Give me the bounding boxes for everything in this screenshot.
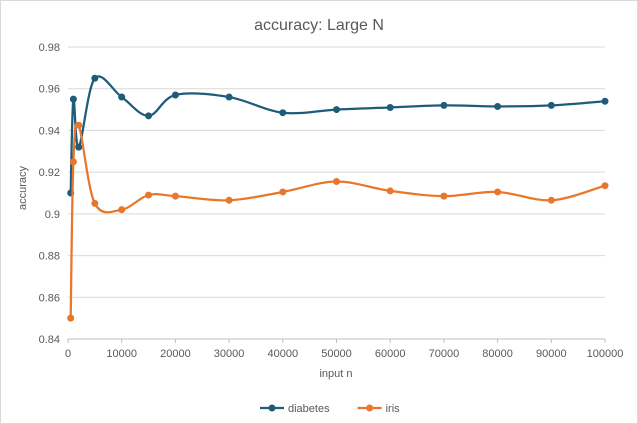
legend-item-iris: iris bbox=[357, 403, 401, 415]
data-point-iris bbox=[333, 178, 340, 186]
series-line-diabetes bbox=[69, 75, 606, 194]
series-iris bbox=[67, 121, 609, 322]
chart-title: accuracy: Large N bbox=[254, 17, 384, 34]
data-point-diabetes bbox=[547, 101, 555, 109]
data-point-iris bbox=[171, 192, 179, 200]
x-tick-label: 10000 bbox=[106, 348, 137, 360]
series-layer bbox=[67, 74, 609, 322]
data-point-iris bbox=[91, 199, 99, 207]
data-point-diabetes bbox=[171, 91, 179, 99]
y-axis-label: accuracy bbox=[17, 165, 29, 210]
legend-swatch-marker bbox=[366, 404, 374, 412]
x-tick-label: 40000 bbox=[268, 348, 299, 360]
y-tick-label: 0.94 bbox=[39, 125, 60, 137]
y-tick-label: 0.84 bbox=[39, 334, 60, 346]
data-point-iris bbox=[386, 187, 394, 195]
data-point-iris bbox=[118, 206, 126, 214]
y-tick-label: 0.92 bbox=[39, 167, 60, 179]
data-point-diabetes bbox=[118, 93, 126, 101]
data-point-iris bbox=[67, 314, 75, 322]
data-point-diabetes bbox=[440, 101, 448, 109]
data-point-diabetes bbox=[601, 97, 609, 105]
x-tick-label: 20000 bbox=[160, 348, 191, 360]
data-point-diabetes bbox=[69, 95, 77, 103]
y-tick-label: 0.96 bbox=[39, 84, 60, 96]
data-point-iris bbox=[547, 196, 555, 204]
data-point-diabetes bbox=[279, 109, 287, 117]
data-point-iris bbox=[279, 188, 287, 196]
x-tick-label: 100000 bbox=[587, 348, 624, 360]
x-tick-label: 90000 bbox=[536, 348, 567, 360]
x-tick-label: 50000 bbox=[321, 348, 352, 360]
legend-swatch-marker bbox=[268, 404, 276, 412]
data-point-diabetes bbox=[386, 103, 394, 111]
data-point-diabetes bbox=[333, 106, 340, 114]
data-point-iris bbox=[69, 158, 77, 166]
y-tick-label: 0.86 bbox=[39, 292, 60, 304]
legend-item-diabetes: diabetes bbox=[260, 403, 330, 415]
legend-label: iris bbox=[386, 403, 401, 415]
x-tick-label: 30000 bbox=[214, 348, 245, 360]
x-tick-label: 60000 bbox=[375, 348, 406, 360]
data-point-diabetes bbox=[75, 143, 83, 151]
legend-label: diabetes bbox=[288, 403, 330, 415]
data-point-iris bbox=[145, 191, 153, 199]
y-tick-label: 0.9 bbox=[45, 209, 60, 221]
data-point-diabetes bbox=[145, 112, 153, 120]
legend: diabetes iris bbox=[260, 403, 400, 415]
gridlines bbox=[68, 46, 605, 340]
x-axis-label: input n bbox=[319, 368, 352, 380]
series-line-iris bbox=[69, 122, 606, 319]
data-point-diabetes bbox=[91, 74, 99, 82]
data-point-iris bbox=[225, 196, 233, 204]
y-tick-label: 0.88 bbox=[39, 251, 60, 263]
data-point-iris bbox=[75, 121, 83, 129]
series-diabetes bbox=[67, 74, 609, 197]
x-tick-label: 0 bbox=[65, 348, 71, 360]
data-point-diabetes bbox=[225, 93, 233, 101]
y-tick-label: 0.98 bbox=[39, 42, 60, 54]
x-tick-label: 70000 bbox=[429, 348, 460, 360]
data-point-diabetes bbox=[494, 102, 502, 110]
data-point-iris bbox=[601, 182, 609, 190]
x-tick-label: 80000 bbox=[482, 348, 513, 360]
data-point-iris bbox=[440, 192, 448, 200]
data-point-iris bbox=[494, 188, 502, 196]
axes: 0.84 0.86 0.88 0.9 0.92 0.94 0.96 0.98 0 10000 200… bbox=[39, 42, 624, 360]
